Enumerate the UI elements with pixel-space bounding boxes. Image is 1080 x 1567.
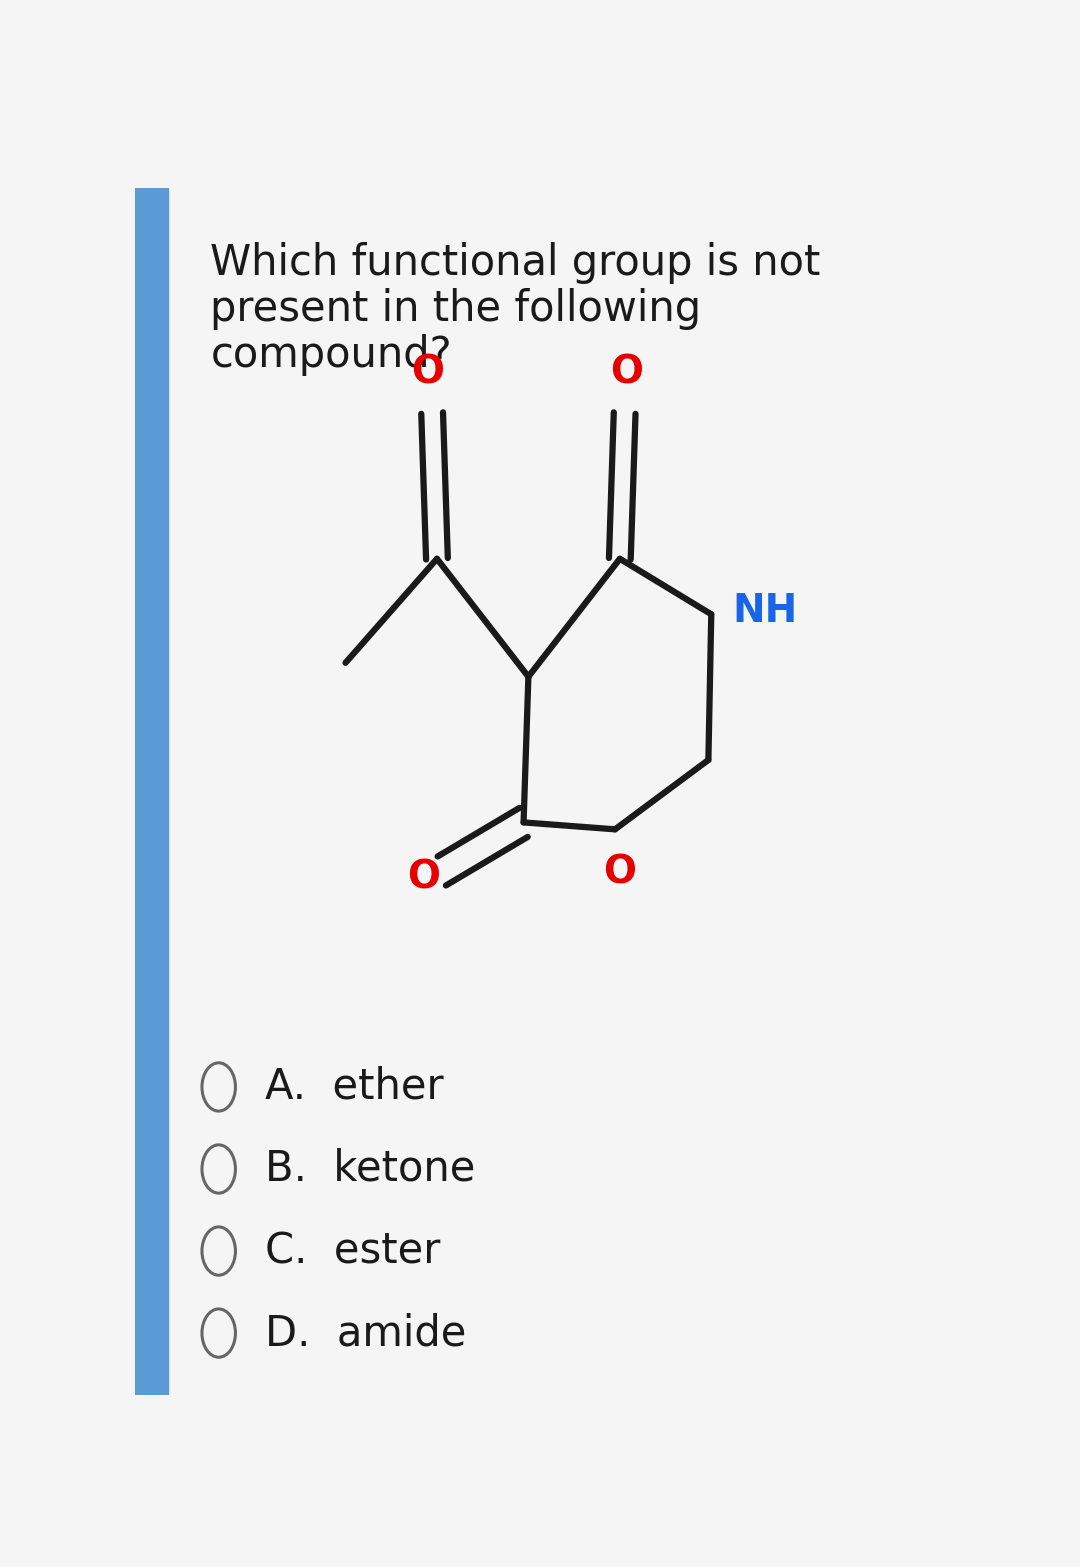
Bar	[135, 188, 168, 1395]
Text: O: O	[407, 859, 440, 896]
Text: compound?: compound?	[211, 334, 451, 376]
Text: present in the following: present in the following	[211, 288, 701, 331]
Text: C.  ester: C. ester	[265, 1230, 441, 1272]
Text: A.  ether: A. ether	[265, 1066, 444, 1108]
Text: Which functional group is not: Which functional group is not	[211, 243, 821, 284]
Text: B.  ketone: B. ketone	[265, 1149, 475, 1189]
Text: NH: NH	[732, 592, 797, 630]
Text: O: O	[411, 353, 445, 392]
Text: O: O	[610, 353, 643, 392]
Text: D.  amide: D. amide	[265, 1312, 467, 1354]
Text: O: O	[603, 854, 636, 892]
